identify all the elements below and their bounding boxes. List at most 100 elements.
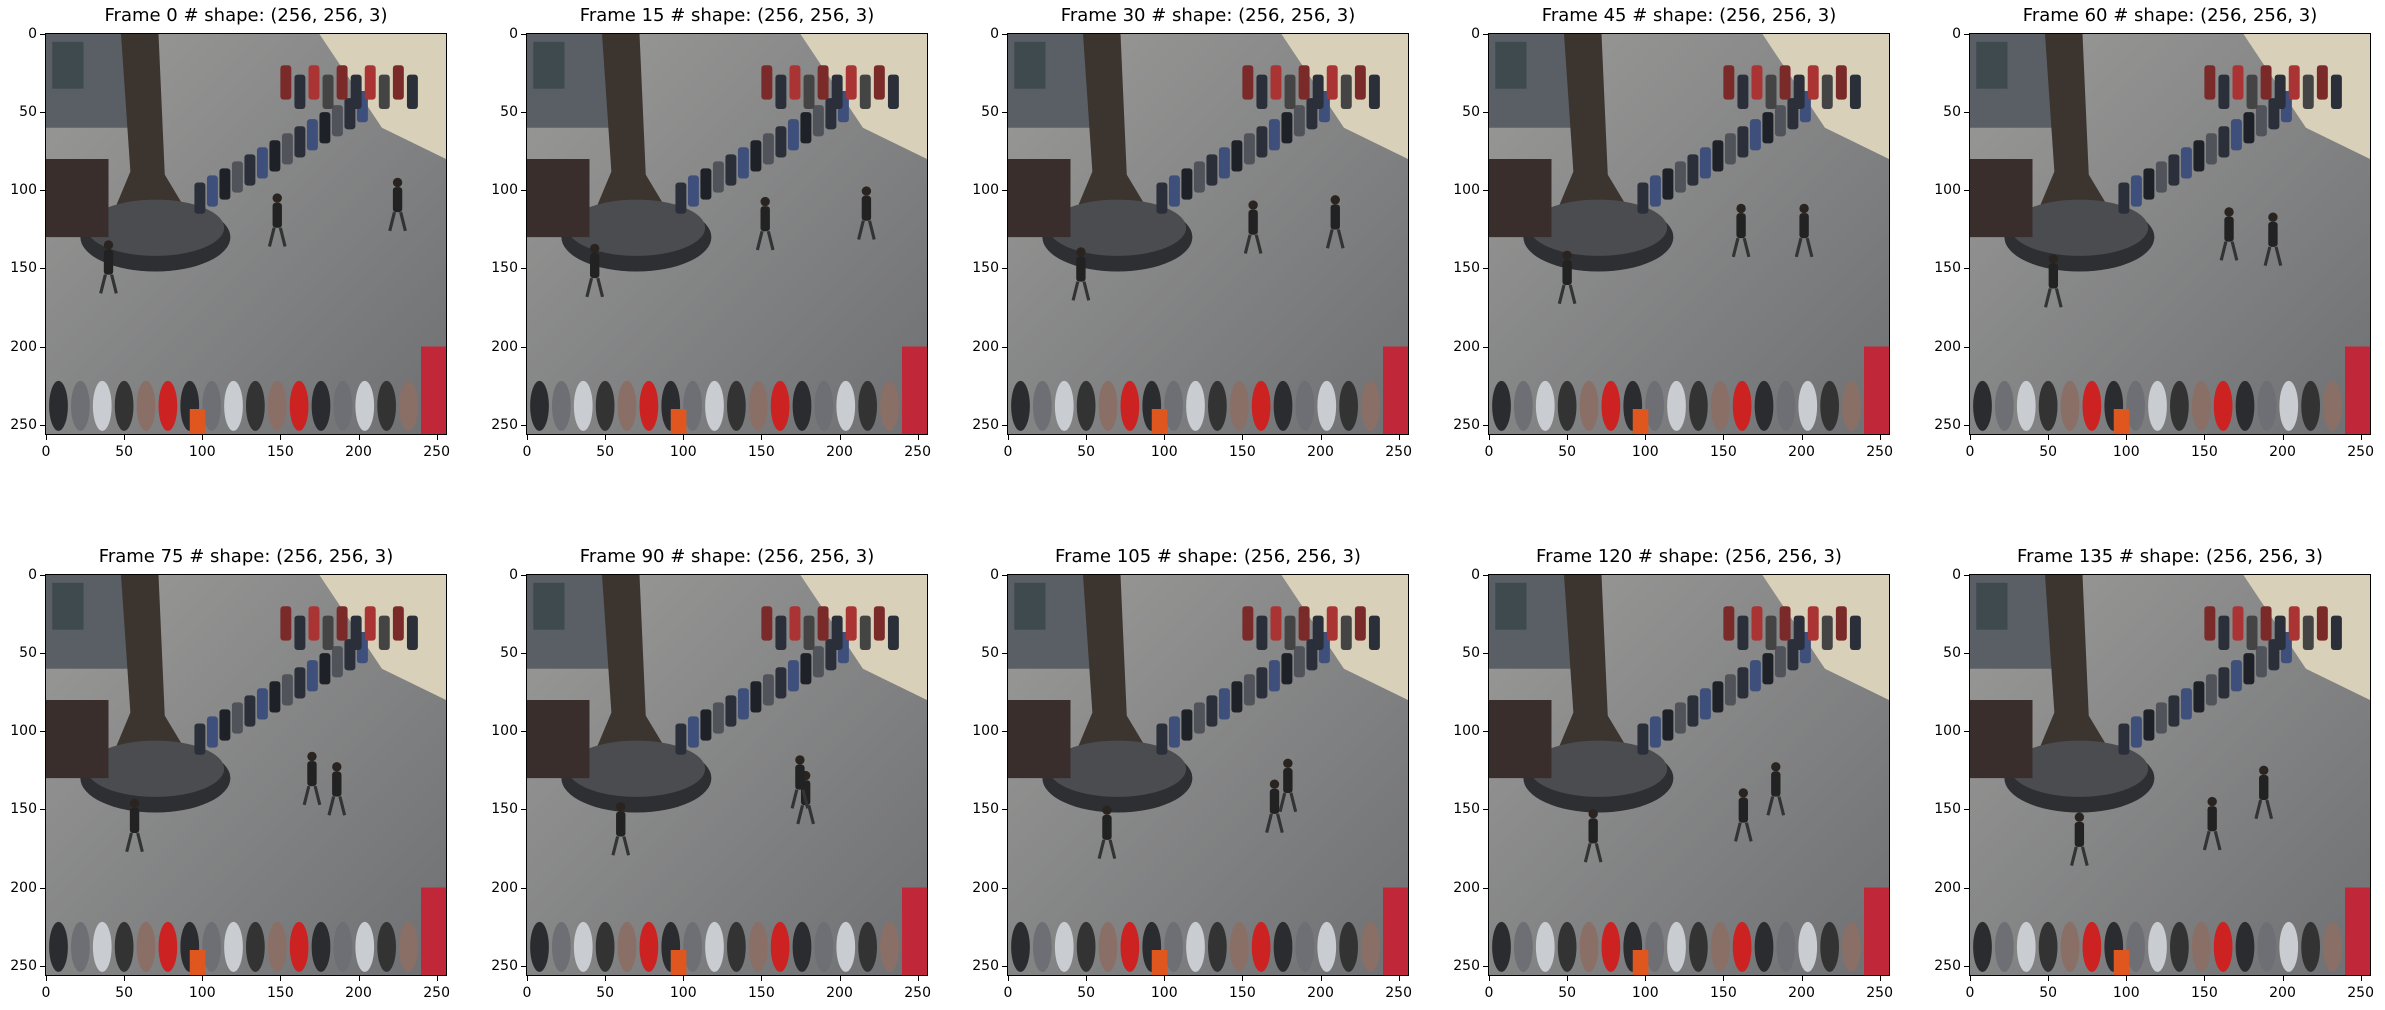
y-tick-mark [1964, 887, 1969, 889]
y-tick-label: 250 [10, 416, 37, 433]
x-tick-mark [761, 976, 763, 981]
y-tick-mark [1002, 887, 1007, 889]
x-tick-label: 0 [1484, 985, 1494, 1001]
y-tick-mark [1483, 731, 1488, 733]
frame-panel: Frame 0 # shape: (256, 256, 3) 0 50 100 150 2… [10, 5, 450, 459]
x-tick-label: 150 [267, 985, 294, 1001]
x-tick-label: 200 [826, 444, 853, 460]
frame-image-axes [45, 33, 447, 435]
y-tick-label: 100 [972, 182, 999, 199]
x-tick-mark [761, 435, 763, 440]
y-tick-label: 250 [972, 957, 999, 974]
x-tick-label: 0 [41, 444, 51, 460]
y-tick-label: 50 [500, 645, 518, 662]
y-tick-mark [1002, 965, 1007, 967]
y-tick-mark [1483, 268, 1488, 270]
x-tick-mark [1008, 435, 1009, 440]
x-tick-mark [2204, 435, 2206, 440]
x-tick-mark [1242, 976, 1244, 981]
y-tick-label: 200 [10, 338, 37, 355]
y-tick-label: 100 [1453, 723, 1480, 740]
parking-lot-scene-image [1008, 34, 1408, 434]
y-tick-mark [1002, 268, 1007, 270]
x-tick-mark [202, 976, 204, 981]
x-tick-mark [1489, 435, 1490, 440]
parking-lot-scene-image [1970, 575, 2370, 975]
y-tick-mark [1483, 965, 1488, 967]
x-tick-mark [839, 976, 841, 981]
y-tick-label: 250 [10, 957, 37, 974]
y-tick-label: 200 [972, 338, 999, 355]
x-tick-mark [527, 976, 528, 981]
y-tick-mark [1483, 112, 1488, 114]
x-tick-label: 200 [1788, 444, 1815, 460]
y-tick-label: 50 [981, 645, 999, 662]
y-tick-mark [1002, 112, 1007, 114]
x-tick-label: 0 [1003, 985, 1013, 1001]
y-tick-label: 50 [19, 645, 37, 662]
y-tick-label: 150 [972, 801, 999, 818]
y-tick-mark [1964, 34, 1969, 35]
x-tick-label: 150 [2191, 444, 2218, 460]
y-tick-label: 0 [509, 567, 518, 583]
y-tick-mark [521, 809, 526, 811]
y-tick-mark [1002, 424, 1007, 426]
y-tick-mark [1964, 809, 1969, 811]
y-tick-mark [40, 346, 45, 348]
frame-title: Frame 60 # shape: (256, 256, 3) [2022, 5, 2318, 26]
y-tick-mark [40, 268, 45, 270]
x-tick-label: 250 [1385, 985, 1412, 1001]
x-tick-label: 250 [1866, 985, 1893, 1001]
y-tick-mark [40, 190, 45, 192]
frame-title: Frame 105 # shape: (256, 256, 3) [1055, 546, 1361, 567]
x-tick-label: 250 [2347, 985, 2374, 1001]
frame-image-axes [1007, 33, 1409, 435]
x-tick-label: 200 [1307, 985, 1334, 1001]
y-tick-mark [521, 112, 526, 114]
y-tick-label: 200 [972, 879, 999, 896]
x-tick-mark [436, 976, 438, 981]
y-tick-label: 200 [1934, 338, 1961, 355]
y-tick-label: 200 [1453, 879, 1480, 896]
x-tick-mark [2204, 976, 2206, 981]
frame-image-axes [1007, 574, 1409, 976]
y-tick-label: 0 [990, 567, 999, 583]
x-tick-mark [1086, 976, 1088, 981]
parking-lot-scene-image [1489, 575, 1889, 975]
x-tick-label: 100 [669, 444, 697, 460]
y-tick-label: 150 [491, 260, 518, 277]
y-tick-mark [1964, 731, 1969, 733]
x-tick-mark [1567, 976, 1569, 981]
frame-panel: Frame 15 # shape: (256, 256, 3) 0 50 100 150… [491, 5, 931, 459]
x-tick-mark [1645, 976, 1647, 981]
x-tick-label: 0 [522, 444, 532, 460]
x-tick-label: 0 [1484, 444, 1494, 460]
frame-image-axes [1488, 574, 1890, 976]
y-tick-label: 50 [500, 104, 518, 121]
parking-lot-scene-image [527, 34, 927, 434]
frame-image-axes [526, 33, 928, 435]
x-tick-mark [1320, 976, 1322, 981]
x-tick-mark [2126, 976, 2128, 981]
y-tick-mark [1483, 653, 1488, 655]
x-tick-label: 150 [2191, 985, 2218, 1001]
x-tick-mark [1489, 976, 1490, 981]
x-tick-label: 100 [188, 444, 216, 460]
y-tick-label: 250 [491, 957, 518, 974]
x-tick-mark [917, 976, 919, 981]
x-tick-mark [358, 976, 360, 981]
x-tick-label: 50 [596, 444, 615, 460]
y-tick-mark [40, 809, 45, 811]
y-tick-mark [40, 112, 45, 114]
x-tick-label: 50 [115, 985, 134, 1001]
y-tick-label: 250 [1934, 957, 1961, 974]
x-tick-mark [1879, 976, 1881, 981]
y-tick-label: 50 [1943, 104, 1961, 121]
x-tick-mark [917, 435, 919, 440]
x-tick-mark [2048, 976, 2050, 981]
y-tick-mark [1002, 731, 1007, 733]
y-tick-label: 0 [1471, 567, 1480, 583]
frame-title: Frame 135 # shape: (256, 256, 3) [2017, 546, 2323, 567]
x-tick-mark [1970, 435, 1971, 440]
y-tick-label: 150 [10, 801, 37, 818]
